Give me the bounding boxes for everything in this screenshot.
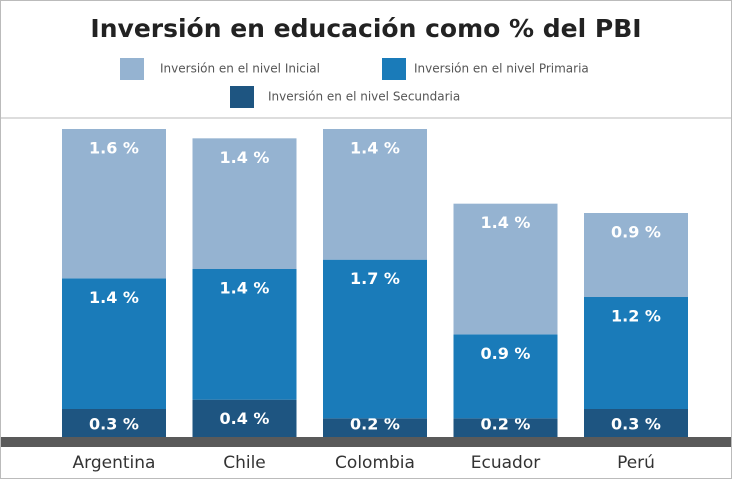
legend-label: Inversión en el nivel Secundaria xyxy=(268,90,460,104)
value-label: 1.4 % xyxy=(220,148,270,167)
value-label: 0.4 % xyxy=(220,409,270,428)
bar-segment xyxy=(584,213,688,297)
legend-swatch xyxy=(382,58,406,80)
x-tick-label: Argentina xyxy=(73,453,156,473)
legend-label: Inversión en el nivel Primaria xyxy=(414,62,589,76)
chart-title: Inversión en educación como % del PBI xyxy=(90,14,641,43)
bar-segment xyxy=(192,399,297,437)
x-tick-label: Chile xyxy=(223,453,266,473)
bar-segment xyxy=(323,129,427,260)
value-label: 0.3 % xyxy=(611,415,661,434)
bar-segment xyxy=(453,418,558,437)
value-label: 1.6 % xyxy=(89,139,139,158)
value-label: 0.2 % xyxy=(481,415,531,434)
value-label: 1.4 % xyxy=(89,288,139,307)
bar-segment xyxy=(62,278,166,409)
value-label: 0.9 % xyxy=(481,344,531,363)
bar-segment xyxy=(192,269,297,400)
value-label: 1.2 % xyxy=(611,307,661,326)
baseline xyxy=(1,437,731,447)
bar-segment xyxy=(453,203,558,335)
legend-swatch xyxy=(230,86,254,108)
bar-segment xyxy=(584,297,688,409)
bar-segment xyxy=(453,334,558,419)
legend-swatch xyxy=(120,58,144,80)
value-label: 0.9 % xyxy=(611,223,661,242)
x-tick-label: Perú xyxy=(617,453,655,473)
x-tick-label: Colombia xyxy=(335,453,415,473)
value-label: 1.4 % xyxy=(220,279,270,298)
bar-segment xyxy=(62,409,166,437)
value-label: 1.4 % xyxy=(481,213,531,232)
value-label: 1.7 % xyxy=(350,269,400,288)
bar-segment xyxy=(323,418,427,437)
legend-label: Inversión en el nivel Inicial xyxy=(160,62,320,76)
value-label: 0.2 % xyxy=(350,415,400,434)
value-label: 0.3 % xyxy=(89,415,139,434)
bar-segment xyxy=(323,259,427,419)
bar-segment xyxy=(584,409,688,437)
x-tick-label: Ecuador xyxy=(471,453,540,473)
bar-segment xyxy=(192,138,297,269)
value-label: 1.4 % xyxy=(350,139,400,158)
bar-segment xyxy=(62,129,166,279)
